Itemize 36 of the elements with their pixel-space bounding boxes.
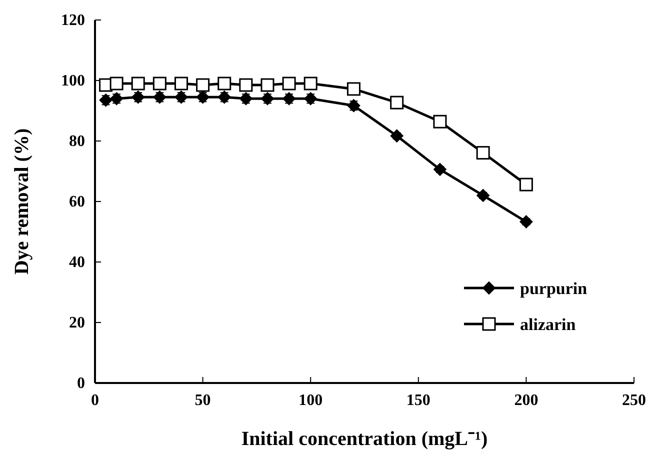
point: [282, 76, 296, 90]
point: [110, 76, 124, 90]
x-tick-label: 200: [514, 392, 538, 409]
point: [519, 178, 533, 192]
point: [196, 78, 210, 92]
y-axis-title: Dye removal (%): [11, 128, 33, 275]
legend-label: purpurin: [520, 279, 588, 298]
point: [390, 96, 404, 110]
point: [239, 78, 253, 92]
legend-label: alizarin: [520, 315, 576, 334]
y-tick-label: 20: [69, 314, 85, 332]
point: [218, 76, 232, 90]
x-tick-label: 100: [298, 392, 323, 409]
point: [131, 76, 145, 90]
y-tick-label: 120: [61, 12, 85, 29]
point: [390, 129, 404, 142]
point: [304, 76, 318, 90]
y-tick-label: 80: [69, 133, 85, 150]
y-tick-label: 60: [69, 194, 85, 210]
point: [433, 114, 447, 128]
y-tick-label: 40: [69, 254, 85, 271]
point: [174, 76, 188, 90]
y-tick-label: 100: [61, 72, 85, 90]
point: [520, 215, 533, 228]
point: [476, 146, 490, 160]
x-tick-label: 50: [194, 392, 211, 409]
x-tick-label: 250: [622, 392, 646, 409]
point: [260, 78, 274, 92]
point: [476, 188, 490, 202]
x-tick-label: 0: [91, 392, 99, 409]
point: [152, 76, 166, 90]
y-tick-label: 0: [77, 375, 85, 392]
point: [346, 82, 360, 96]
x-tick-label: 150: [406, 392, 430, 409]
point: [433, 162, 446, 176]
x-axis-title: Initial concentration (mgL⁻¹): [241, 428, 488, 450]
